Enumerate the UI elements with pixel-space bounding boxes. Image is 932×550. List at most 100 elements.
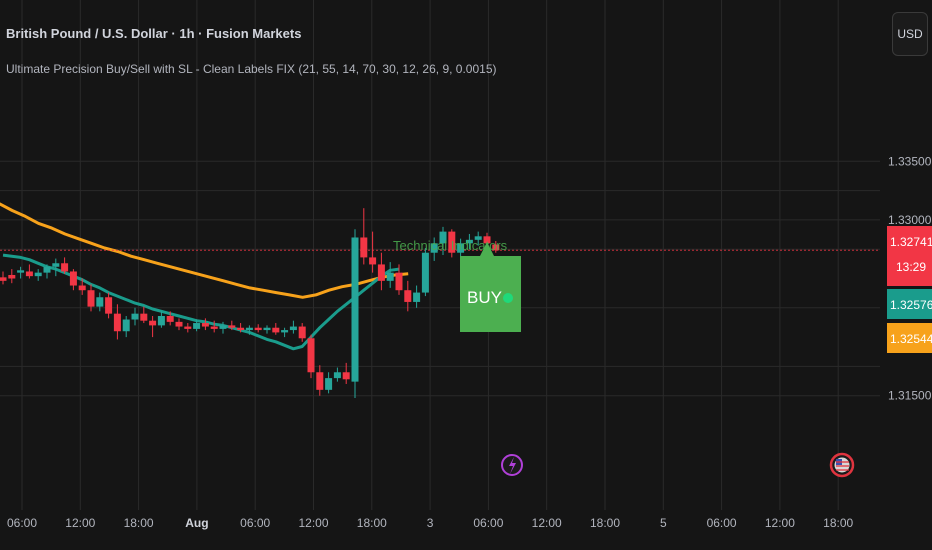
buy-callout-box [460,242,521,332]
candle-body [333,372,341,379]
candle-body [237,327,245,331]
candle-body [96,297,104,307]
candle-body [113,313,121,332]
x-tick-label: 06:00 [240,516,270,530]
candle-body [483,236,491,244]
x-tick-label: 18:00 [590,516,620,530]
candle-body [404,290,412,302]
price-label-value: 1.32544 [890,332,932,346]
candle-body [492,244,500,251]
symbol-title: British Pound / U.S. Dollar · 1h · Fusio… [6,26,302,41]
candle-body [34,272,42,277]
candle-body [360,237,368,258]
candle-body [325,378,333,390]
candle-body [377,264,385,281]
candle-body [342,372,350,380]
price-label-box: 1.32741 13:29 [887,226,932,286]
candle-body [351,237,359,382]
x-tick-label: 06:00 [473,516,503,530]
lightning-glyph [509,457,516,474]
candle-body [457,243,465,253]
candle-body [149,320,157,326]
candle-body [219,325,227,329]
candle-body [157,316,165,326]
x-tick-label: 06:00 [7,516,37,530]
candle-body [25,271,33,277]
y-tick-label: 1.31500 [888,389,932,403]
x-tick-label: 12:00 [765,516,795,530]
candle-body [87,290,95,307]
x-tick-label: 18:00 [124,516,154,530]
x-tick-label: 12:00 [532,516,562,530]
ema-slow-line [0,202,409,299]
candle-body [316,372,324,390]
price-label-value: 1.32741 [890,235,932,249]
candle-body [193,323,201,329]
candle-body [439,231,447,244]
candle-body [166,316,174,322]
candle-body [281,330,289,333]
candle-body [8,274,16,279]
candle-body [61,263,69,272]
candle-body [122,319,130,332]
currency-button[interactable]: USD [892,12,928,56]
candle-body [105,297,113,314]
price-label-box: 1.32544 [887,323,932,353]
buy-dot-icon [503,293,513,303]
candle-body [228,325,236,328]
candle-body [369,257,377,265]
price-label-bg [887,289,932,319]
candle-body [0,277,7,281]
candle-body [184,326,192,329]
buy-signal: BUY [460,242,521,332]
x-tick-label: 12:00 [298,516,328,530]
candle-body [465,239,473,244]
candle-body [52,263,60,267]
candle-body [474,236,482,240]
x-tick-label: 18:00 [823,516,853,530]
candle-body [245,327,253,331]
price-label-bg [887,323,932,353]
y-tick-label: 1.33500 [888,154,932,168]
candle-body [201,323,209,327]
candle-body [395,272,403,291]
candle-body [413,292,421,302]
price-label-box: 1.32576 [887,289,932,319]
candle-body [78,285,86,291]
x-tick-label: 5 [660,516,667,530]
candle-body [210,326,218,329]
indicator-title[interactable]: Ultimate Precision Buy/Sell with SL - Cl… [6,62,497,76]
x-tick-label: 18:00 [357,516,387,530]
x-tick-label: Aug [185,516,208,530]
price-label-value: 1.32576 [890,298,932,312]
technical-indicators-label: Technical Indicators [393,238,508,253]
x-tick-label: 12:00 [65,516,95,530]
price-label-bg [887,226,932,286]
candle-body [17,270,25,273]
buy-label-text: BUY [467,288,502,307]
candle-body [430,243,438,253]
candle-body [298,326,306,339]
candle-body [175,321,183,327]
candle-body [43,266,51,273]
candle-body [421,252,429,293]
x-tick-label: 3 [427,516,434,530]
candle-body [386,272,394,281]
ema-fast-line [2,253,400,351]
price-label-countdown: 13:29 [896,260,926,274]
candle-body [289,326,297,331]
candle-body [140,313,148,321]
y-tick-label: 1.33000 [888,213,932,227]
candle-body [131,313,139,320]
candle-body [448,231,456,253]
x-tick-label: 06:00 [707,516,737,530]
candles [0,208,500,399]
candle-body [263,327,271,331]
candle-body [307,338,315,373]
candle-body [254,327,262,331]
candle-body [272,327,280,333]
event-icons [501,452,855,478]
candle-body [69,271,77,286]
